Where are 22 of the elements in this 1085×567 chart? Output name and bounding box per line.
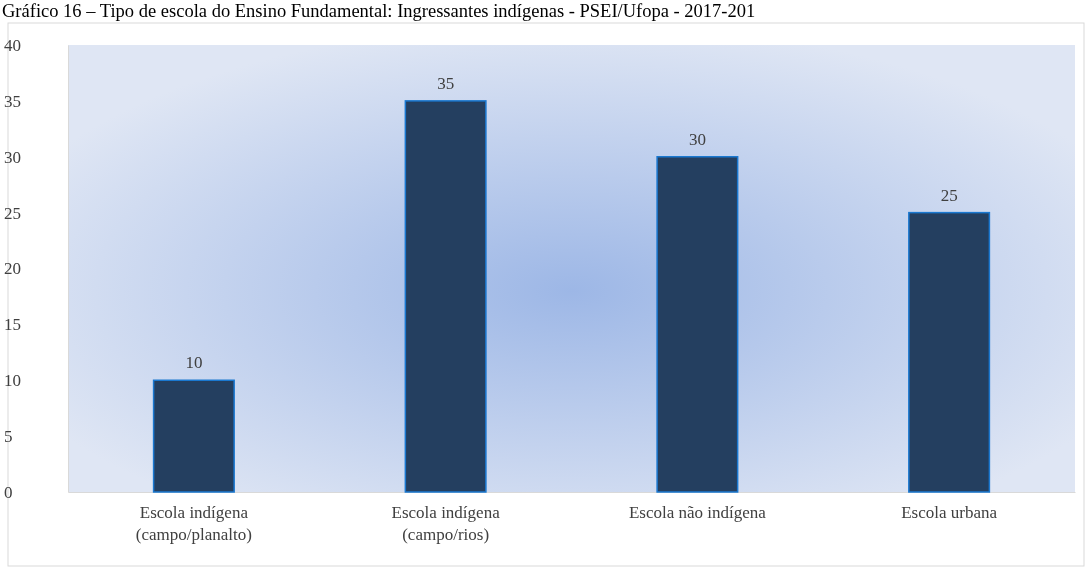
bar bbox=[404, 100, 487, 493]
y-tick-label: 25 bbox=[4, 203, 21, 223]
y-tick-label: 15 bbox=[4, 315, 21, 335]
y-tick-label: 0 bbox=[4, 482, 13, 502]
data-label: 30 bbox=[688, 129, 706, 149]
data-label: 25 bbox=[940, 185, 958, 205]
data-label: 10 bbox=[185, 353, 203, 373]
y-tick-label: 35 bbox=[4, 91, 21, 111]
y-tick-label: 40 bbox=[4, 35, 21, 55]
data-label: 35 bbox=[437, 73, 455, 93]
bar bbox=[656, 156, 739, 493]
x-tick-label: Escola indígena (campo/planalto) bbox=[135, 503, 252, 544]
y-tick-label: 20 bbox=[4, 259, 21, 279]
chart-title: Gráfico 16 – Tipo de escola do Ensino Fundamental: Ingressantes indígenas - PSEI/Ufopa - 2017-201 bbox=[2, 1, 756, 21]
x-tick-label: Escola indígena (campo/rios) bbox=[391, 503, 501, 544]
bar bbox=[152, 379, 235, 493]
bar bbox=[908, 211, 991, 493]
y-tick-label: 5 bbox=[4, 427, 13, 447]
y-tick-label: 30 bbox=[4, 147, 21, 167]
x-tick-label: Escola urbana bbox=[901, 503, 998, 522]
x-tick-label: Escola não indígena bbox=[628, 503, 767, 522]
y-tick-label: 10 bbox=[4, 371, 21, 391]
